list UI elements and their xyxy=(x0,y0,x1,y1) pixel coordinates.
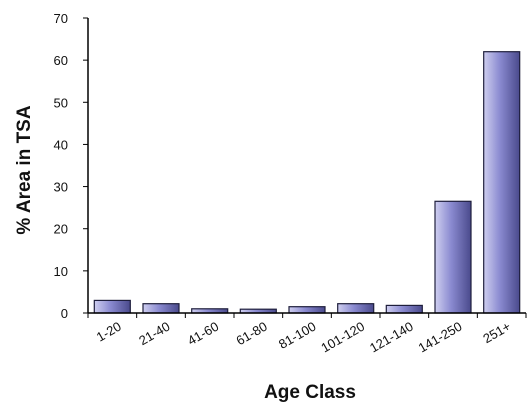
y-tick-label: 10 xyxy=(54,264,68,279)
x-tick-label: 101-120 xyxy=(318,319,367,356)
bars xyxy=(93,51,521,314)
y-tick-label: 60 xyxy=(54,53,68,68)
x-tick-label: 251+ xyxy=(480,319,513,347)
x-tick-labels: 1-20 21-40 41-60 61-80 81-100 101-120 121-140 1… xyxy=(94,319,513,356)
x-tick-label: 61-80 xyxy=(234,319,270,349)
y-tick-label: 0 xyxy=(61,306,68,321)
bar-141-250 xyxy=(434,200,472,314)
x-tick-label: 1-20 xyxy=(94,319,124,345)
bar-101-120 xyxy=(337,303,375,314)
y-tick-labels: 0 10 20 30 40 50 60 70 xyxy=(54,11,68,321)
y-axis-title: % Area in TSA xyxy=(14,105,35,234)
x-tick-label: 41-60 xyxy=(185,319,221,349)
bar-81-100 xyxy=(288,306,326,314)
bar-121-140 xyxy=(385,304,423,314)
x-tick-label: 21-40 xyxy=(136,319,172,349)
y-tick-label: 70 xyxy=(54,11,68,26)
axes xyxy=(83,17,527,318)
x-axis-title: Age Class xyxy=(264,382,356,403)
bar-21-40 xyxy=(142,303,180,314)
y-tick-label: 40 xyxy=(54,137,68,152)
y-tick-label: 50 xyxy=(54,95,68,110)
y-tick-label: 20 xyxy=(54,222,68,237)
x-tick-label: 121-140 xyxy=(367,319,416,356)
y-tick-label: 30 xyxy=(54,180,68,195)
bar-251+ xyxy=(483,51,521,314)
bar-1-20 xyxy=(93,299,131,314)
x-tick-label: 81-100 xyxy=(276,319,319,352)
x-tick-label: 141-250 xyxy=(416,319,465,356)
